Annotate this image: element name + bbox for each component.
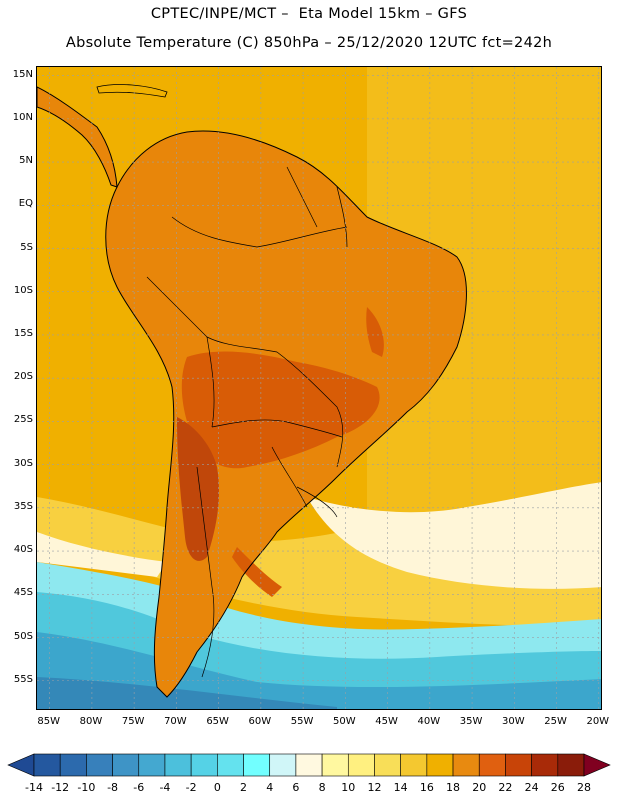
lon-label: 85W <box>37 716 60 727</box>
lon-label: 35W <box>459 716 483 727</box>
colorbar-swatch <box>190 753 218 777</box>
colorbar-swatch <box>138 753 166 777</box>
colorbar-swatch <box>217 753 244 777</box>
lon-label: 60W <box>248 716 272 727</box>
chart-title: CPTEC/INPE/MCT – Eta Model 15km – GFS <box>150 6 468 22</box>
colorbar-swatch <box>400 753 428 777</box>
colorbar-swatch <box>557 753 585 777</box>
colorbar-swatch <box>269 753 297 777</box>
lon-label: 30W <box>501 716 525 727</box>
colorbar-tick-label: -14 <box>25 781 43 794</box>
colorbar-tick-label: -2 <box>185 781 197 794</box>
colorbar-swatch <box>452 753 480 777</box>
chart-subtitle: Absolute Temperature (C) 850hPa – 25/12/… <box>65 35 553 51</box>
central-america-land <box>37 86 118 188</box>
colorbar-tick-label: 16 <box>419 781 434 794</box>
lon-label: 75W <box>121 716 145 727</box>
lat-label: 35S <box>13 500 33 512</box>
caribbean-islands <box>96 84 168 98</box>
colorbar-tick-label: -4 <box>159 781 171 794</box>
colorbar-swatch <box>33 753 61 777</box>
colorbar <box>7 753 611 777</box>
colorbar-swatch <box>112 753 140 777</box>
hot-core-brazil-east <box>366 307 384 357</box>
colorbar-swatch <box>426 753 454 777</box>
lat-lon-grid <box>37 67 601 709</box>
colorbar-tick-label: -10 <box>77 781 96 794</box>
cool-band-east <box>307 482 601 589</box>
colorbar-tick-label: 26 <box>550 781 565 794</box>
lon-label: 70W <box>164 716 187 727</box>
lat-label: 40S <box>13 544 33 556</box>
colorbar-swatch <box>347 753 375 777</box>
lat-label: 50S <box>13 630 33 642</box>
cold-belt-4 <box>37 677 337 709</box>
colorbar-tick-label: -6 <box>133 781 145 794</box>
colorbar-tick-label: 0 <box>213 781 221 794</box>
map-canvas <box>37 67 601 709</box>
colorbar-tick-label: 28 <box>577 781 591 794</box>
colorbar-tick-label: 6 <box>292 781 300 794</box>
colorbar-min-arrow <box>7 753 35 777</box>
lat-label: EQ <box>18 198 33 210</box>
colorbar-tick-label: 24 <box>524 781 539 794</box>
coastline <box>105 130 467 698</box>
colorbar-tick-label: 20 <box>472 781 487 794</box>
lat-label: 20S <box>13 371 33 383</box>
colorbar-swatch <box>478 753 506 777</box>
colorbar-swatch <box>164 753 192 777</box>
country-borders <box>146 166 348 678</box>
lon-label: 50W <box>333 716 356 727</box>
lon-label: 45W <box>375 716 398 727</box>
colorbar-tick-label: -8 <box>107 781 119 794</box>
lat-label: 15N <box>12 68 33 80</box>
colorbar-tick-label: 12 <box>367 781 382 794</box>
colorbar-swatch <box>531 753 559 777</box>
colorbar-swatch <box>59 753 87 777</box>
lon-label: 80W <box>79 716 103 727</box>
temperature-map <box>36 66 602 710</box>
colorbar-swatch <box>243 753 271 777</box>
colorbar-tick-label: 18 <box>446 781 461 794</box>
lat-label: 30S <box>13 457 33 469</box>
lat-label: 45S <box>13 587 33 599</box>
colorbar-swatch <box>295 753 323 777</box>
hot-core-central <box>181 351 380 469</box>
lat-label: 5S <box>20 241 33 253</box>
colorbar-swatch <box>374 753 401 777</box>
lon-label: 20W <box>586 716 610 727</box>
colorbar-tick-label: -12 <box>51 781 70 794</box>
lat-label: 10S <box>13 284 33 296</box>
cool-band-west <box>37 532 167 577</box>
lon-label: 25W <box>544 716 567 727</box>
colorbar-tick-label: 22 <box>498 781 513 794</box>
hot-core-patagonia <box>232 547 282 597</box>
colorbar-swatch <box>505 753 532 777</box>
hot-core-andes <box>177 417 219 561</box>
lon-label: 40W <box>417 716 441 727</box>
lat-label: 55S <box>13 673 33 685</box>
colorbar-tick-label: 4 <box>266 781 274 794</box>
colorbar-tick-label: 10 <box>341 781 356 794</box>
colorbar-tick-label: 8 <box>318 781 326 794</box>
lon-label: 65W <box>206 716 229 727</box>
lon-label: 55W <box>290 716 314 727</box>
colorbar-swatch <box>321 753 349 777</box>
colorbar-tick-label: 2 <box>240 781 248 794</box>
colorbar-tick-label: 14 <box>393 781 408 794</box>
lat-label: 5N <box>19 155 33 167</box>
lat-label: 15S <box>13 327 33 339</box>
colorbar-max-arrow <box>583 753 611 777</box>
colorbar-swatch <box>86 753 113 777</box>
lat-label: 10N <box>12 111 33 123</box>
lat-label: 25S <box>13 414 33 426</box>
